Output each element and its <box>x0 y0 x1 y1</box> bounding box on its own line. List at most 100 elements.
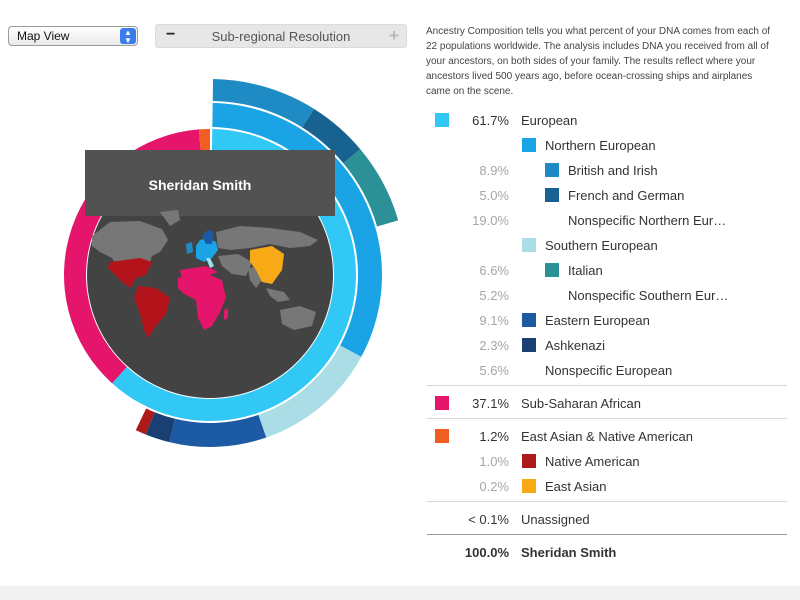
view-select[interactable]: Map View ▲ ▼ <box>8 26 138 46</box>
row-color-swatch <box>545 263 559 277</box>
row-label: Nonspecific Southern Eur… <box>568 288 729 303</box>
row-percent: 37.1% <box>472 396 509 411</box>
row-percent: 8.9% <box>479 163 509 178</box>
ring-segment-southern-european[interactable] <box>258 345 362 438</box>
row-label: British and Irish <box>568 163 658 178</box>
ancestry-row[interactable]: 9.1% Eastern European <box>427 307 787 332</box>
row-color-swatch <box>522 138 536 152</box>
ancestry-row[interactable]: Northern European <box>427 132 787 157</box>
row-label: Nonspecific Northern Eur… <box>568 213 727 228</box>
ancestry-row[interactable]: 0.2% East Asian <box>427 473 787 498</box>
row-label: Native American <box>545 454 640 469</box>
map-scandinavia <box>202 230 214 244</box>
map-usa-mexico <box>108 258 152 288</box>
row-percent: 61.7% <box>472 113 509 128</box>
resolution-label: Sub-regional Resolution <box>211 29 351 44</box>
row-percent: 5.2% <box>479 288 509 303</box>
ring-segment-eastern-european[interactable] <box>169 414 267 447</box>
row-label: East Asian & Native American <box>521 429 693 444</box>
ancestry-row[interactable]: 6.6% Italian <box>427 257 787 282</box>
row-color-swatch <box>522 313 536 327</box>
row-label: Unassigned <box>521 512 590 527</box>
row-color-swatch <box>522 454 536 468</box>
row-label: Nonspecific European <box>545 363 673 378</box>
row-color-swatch <box>522 479 536 493</box>
row-percent: 19.0% <box>472 213 509 228</box>
row-label: European <box>521 113 578 128</box>
ancestry-table: 61.7% European Northern European 8.9% Britis… <box>427 107 787 564</box>
row-label: Eastern European <box>545 313 650 328</box>
row-color-swatch <box>545 163 559 177</box>
ring-segment-native-american[interactable] <box>135 408 155 435</box>
row-color-swatch <box>435 113 449 127</box>
ancestry-row[interactable]: 5.2% Nonspecific Southern Eur… <box>427 282 787 307</box>
table-divider <box>427 534 787 535</box>
map-greenland <box>160 210 180 226</box>
row-label: French and German <box>568 188 685 203</box>
row-percent: < 0.1% <box>468 512 509 527</box>
ancestry-row[interactable]: 61.7% European <box>427 107 787 132</box>
bottom-band <box>0 586 800 600</box>
ancestry-row[interactable]: Southern European <box>427 232 787 257</box>
ancestry-row[interactable]: 37.1% Sub-Saharan African <box>427 390 787 415</box>
map-south-america <box>134 286 170 338</box>
row-percent: 9.1% <box>479 313 509 328</box>
row-label: Sub-Saharan African <box>521 396 641 411</box>
table-divider <box>427 501 787 502</box>
ancestry-row[interactable]: 8.9% British and Irish <box>427 157 787 182</box>
minus-button[interactable]: − <box>166 26 176 43</box>
view-select-value: Map View <box>17 29 70 43</box>
ancestry-row[interactable]: 5.0% French and German <box>427 182 787 207</box>
row-color-swatch <box>435 429 449 443</box>
ring-segment-european[interactable] <box>112 129 356 421</box>
ancestry-row[interactable]: 1.2% East Asian & Native American <box>427 423 787 448</box>
ring-segment-northern-european[interactable] <box>212 103 382 357</box>
ring-segment-ashkenazi[interactable] <box>145 412 175 443</box>
description-text: Ancestry Composition tells you what perc… <box>426 26 771 97</box>
ancestry-row[interactable]: 5.6% Nonspecific European <box>427 357 787 382</box>
center-name-label: Sheridan Smith <box>149 177 252 193</box>
row-color-swatch <box>522 238 536 252</box>
row-color-swatch <box>522 338 536 352</box>
ancestry-row[interactable]: 100.0% Sheridan Smith <box>427 539 787 564</box>
row-label: Northern European <box>545 138 656 153</box>
resolution-control: − Sub-regional Resolution + <box>155 24 407 48</box>
map-southeast-asia <box>266 288 290 302</box>
ring-segment-east-asian-native-american[interactable] <box>199 129 210 152</box>
table-divider <box>427 385 787 386</box>
table-divider <box>427 418 787 419</box>
row-label: Italian <box>568 263 603 278</box>
map-britain <box>186 242 193 254</box>
center-header-band <box>85 150 335 216</box>
world-map-icon <box>92 210 318 338</box>
row-color-swatch <box>545 188 559 202</box>
row-label: East Asian <box>545 479 607 494</box>
ancestry-row[interactable]: 1.0% Native American <box>427 448 787 473</box>
map-east-asia <box>250 246 284 284</box>
row-percent: 1.2% <box>479 429 509 444</box>
ring-segment-british-and-irish[interactable] <box>212 79 314 128</box>
map-north-africa <box>180 266 218 280</box>
map-north-america <box>92 221 168 270</box>
map-africa <box>178 272 226 330</box>
map-italy <box>206 258 214 268</box>
ring-segment-italian[interactable] <box>343 149 399 227</box>
ancestry-row[interactable]: < 0.1% Unassigned <box>427 506 787 531</box>
row-percent: 5.6% <box>479 363 509 378</box>
map-middle-east <box>218 254 252 276</box>
row-color-swatch <box>435 396 449 410</box>
row-percent: 5.0% <box>479 188 509 203</box>
plus-button[interactable]: + <box>389 26 399 45</box>
ancestry-row[interactable]: 2.3% Ashkenazi <box>427 332 787 357</box>
row-label: Southern European <box>545 238 658 253</box>
map-russia <box>216 226 318 250</box>
row-percent: 100.0% <box>464 545 509 560</box>
row-label: Ashkenazi <box>545 338 605 353</box>
row-percent: 0.2% <box>479 479 509 494</box>
row-percent: 1.0% <box>479 454 509 469</box>
ring-segment-french-and-german[interactable] <box>302 108 361 164</box>
row-label: Sheridan Smith <box>521 545 617 560</box>
ancestry-row[interactable]: 19.0% Nonspecific Northern Eur… <box>427 207 787 232</box>
map-europe <box>196 238 218 262</box>
select-arrows-icon: ▲ ▼ <box>120 28 136 45</box>
